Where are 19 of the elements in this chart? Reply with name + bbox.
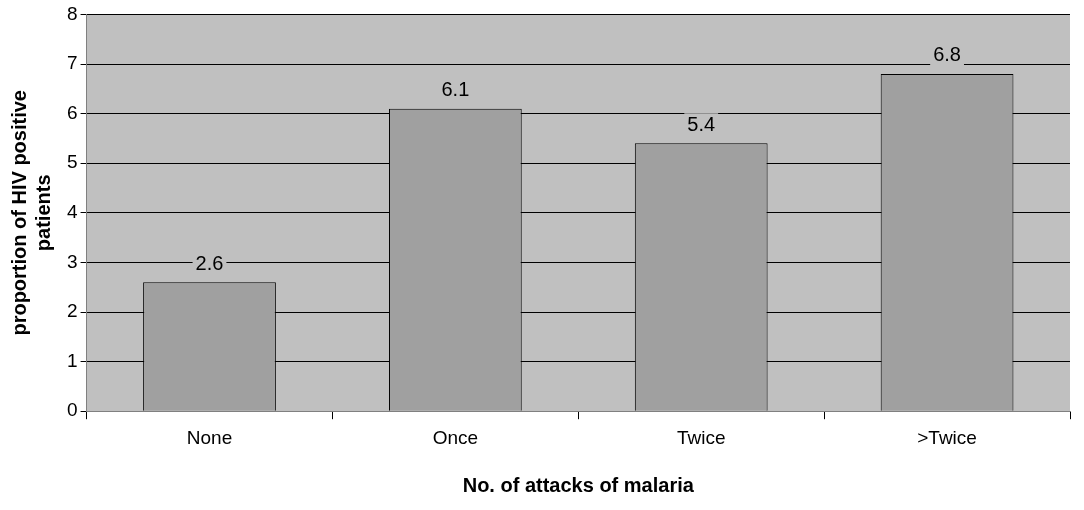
- y-tick-label: 1: [66, 349, 78, 371]
- x-tick-label: None: [186, 426, 233, 448]
- y-tick-label: 7: [66, 52, 78, 74]
- y-tick-label: 3: [66, 250, 78, 272]
- y-tick-label: 2: [66, 300, 78, 322]
- y-axis-title: proportion of HIV positive patients: [7, 90, 54, 336]
- y-tick-label: 4: [66, 201, 78, 223]
- x-axis-title: No. of attacks of malaria: [462, 473, 695, 496]
- data-label: 6.8: [933, 43, 961, 66]
- data-label: 2.6: [195, 251, 224, 274]
- y-tick-label: 6: [66, 101, 78, 123]
- y-tick-label: 0: [66, 399, 78, 421]
- data-label: 6.1: [441, 78, 470, 101]
- y-tick-label: 8: [66, 2, 78, 24]
- data-label: 5.4: [687, 112, 716, 135]
- x-tick-label: >Twice: [917, 426, 977, 448]
- y-tick-label: 5: [66, 151, 78, 173]
- x-tick-label: Once: [432, 426, 479, 448]
- x-tick-label: Twice: [676, 426, 726, 448]
